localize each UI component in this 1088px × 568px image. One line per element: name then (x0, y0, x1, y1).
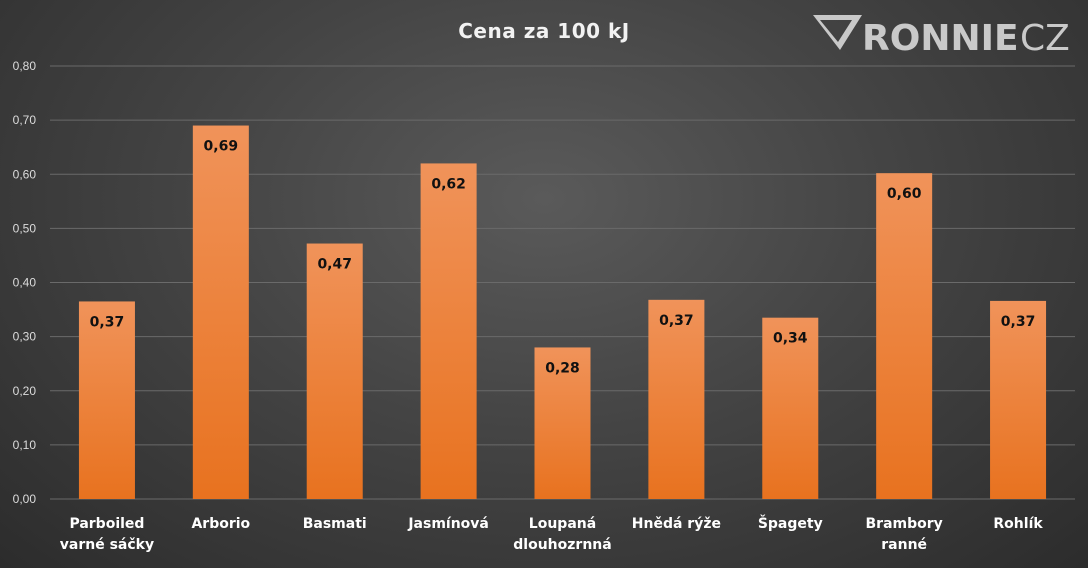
data-labels: 0,37 0,69 0,47 0,62 0,28 0,37 0,34 0,60 0,37 (90, 139, 1036, 377)
x-tick-label: Špagety (758, 514, 823, 532)
data-label: 0,34 (773, 331, 808, 347)
x-tick-label: Parboiled varné sáčky (60, 516, 154, 553)
x-tick-label: Jasmínová (407, 516, 489, 532)
bar (306, 243, 363, 499)
data-label: 0,62 (431, 176, 466, 192)
data-label: 0,47 (317, 257, 352, 273)
y-tick-label: 0,70 (13, 113, 37, 127)
data-label: 0,37 (90, 314, 125, 330)
data-label: 0,60 (887, 186, 922, 202)
bar (990, 300, 1047, 499)
bar (876, 173, 933, 500)
x-tick-label: Brambory ranné (866, 516, 943, 553)
bar (762, 317, 819, 499)
bar (534, 347, 591, 499)
bar (648, 299, 705, 499)
x-tick-label: Hnědá rýže (632, 516, 721, 532)
data-label: 0,37 (1001, 314, 1036, 330)
x-tick-label: Rohlík (993, 516, 1043, 532)
logo-suffix: CZ (1020, 18, 1070, 59)
y-tick-label: 0,10 (13, 438, 37, 452)
y-tick-label: 0,50 (13, 221, 37, 235)
bars (78, 125, 1047, 500)
y-tick-label: 0,80 (13, 59, 37, 73)
y-tick-label: 0,00 (13, 492, 37, 506)
x-axis-ticks: Parboiled varné sáčky Arborio Basmati Jasmín… (60, 514, 1044, 553)
bar (192, 125, 249, 499)
bar (420, 163, 477, 500)
ronnie-logo: RONNIE CZ (813, 15, 1070, 59)
x-tick-label: Basmati (303, 516, 367, 532)
y-tick-label: 0,40 (13, 276, 37, 290)
data-label: 0,37 (659, 313, 694, 329)
y-tick-label: 0,20 (13, 384, 37, 398)
chart-title: Cena za 100 kJ (458, 19, 630, 43)
y-tick-label: 0,30 (13, 330, 37, 344)
logo-brand: RONNIE (862, 18, 1019, 59)
logo-chevron-icon (813, 15, 862, 50)
x-tick-label: Arborio (191, 516, 250, 532)
data-label: 0,28 (545, 360, 580, 376)
x-tick-label: Loupaná dlouhozrnná (513, 516, 611, 553)
y-tick-label: 0,60 (13, 167, 37, 181)
y-axis-ticks: 0,00 0,10 0,20 0,30 0,40 0,50 0,60 0,70 0,80 (13, 59, 37, 506)
data-label: 0,69 (204, 139, 239, 155)
bar (78, 301, 135, 499)
